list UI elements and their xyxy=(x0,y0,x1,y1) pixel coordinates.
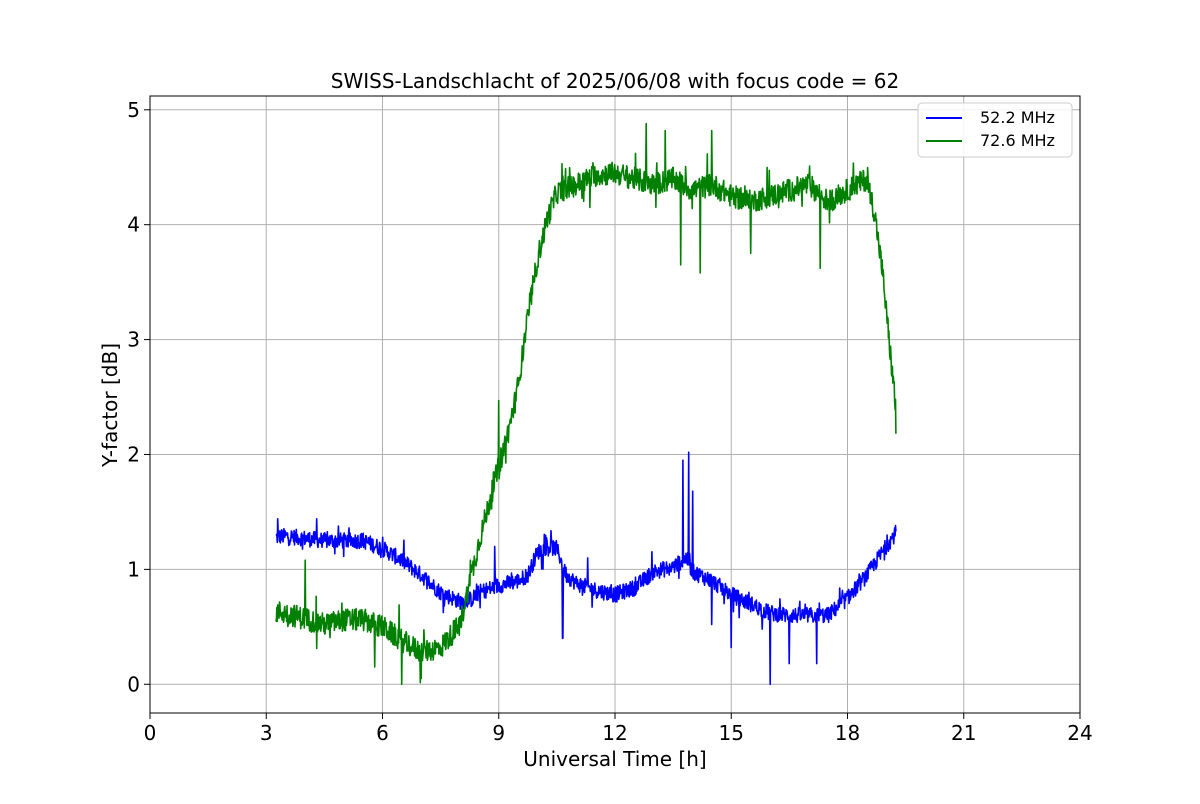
x-tick-label: 6 xyxy=(376,721,389,745)
x-tick-label: 18 xyxy=(835,721,860,745)
y-tick-label: 1 xyxy=(127,557,140,581)
legend: 52.2 MHz 72.6 MHz xyxy=(917,102,1073,158)
x-axis-label: Universal Time [h] xyxy=(523,747,706,771)
y-tick-label: 5 xyxy=(127,98,140,122)
legend-box xyxy=(917,102,1073,158)
x-tick-label: 0 xyxy=(144,721,157,745)
series-layer xyxy=(275,122,897,686)
x-tick-label: 9 xyxy=(492,721,505,745)
y-axis-ticks: 0 1 2 3 4 5 xyxy=(127,98,150,696)
x-axis-ticks: 0 3 6 9 12 15 18 21 24 xyxy=(144,713,1093,745)
x-tick-label: 12 xyxy=(602,721,627,745)
chart-title: SWISS-Landschlacht of 2025/06/08 with fo… xyxy=(331,69,899,93)
y-tick-label: 3 xyxy=(127,328,140,352)
y-tick-label: 4 xyxy=(127,213,140,237)
x-tick-label: 24 xyxy=(1067,721,1092,745)
y-tick-label: 2 xyxy=(127,442,140,466)
x-tick-label: 3 xyxy=(260,721,273,745)
series-line-52mhz xyxy=(275,451,897,686)
x-tick-label: 15 xyxy=(719,721,744,745)
series-line-72mhz xyxy=(275,122,897,686)
legend-label-72mhz: 72.6 MHz xyxy=(980,131,1055,150)
y-axis-label: Y-factor [dB] xyxy=(98,343,122,468)
legend-label-52mhz: 52.2 MHz xyxy=(980,108,1055,127)
x-tick-label: 21 xyxy=(951,721,976,745)
y-tick-label: 0 xyxy=(127,672,140,696)
